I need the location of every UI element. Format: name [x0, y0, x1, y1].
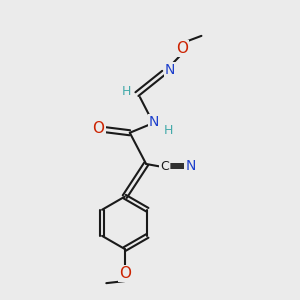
Text: O: O: [93, 121, 105, 136]
Text: O: O: [119, 266, 131, 281]
Text: H: H: [122, 85, 131, 98]
Text: N: N: [185, 159, 196, 173]
Text: C: C: [160, 160, 169, 173]
Text: N: N: [149, 116, 159, 129]
Text: N: N: [165, 63, 175, 77]
Text: H: H: [164, 124, 173, 137]
Text: O: O: [176, 41, 188, 56]
